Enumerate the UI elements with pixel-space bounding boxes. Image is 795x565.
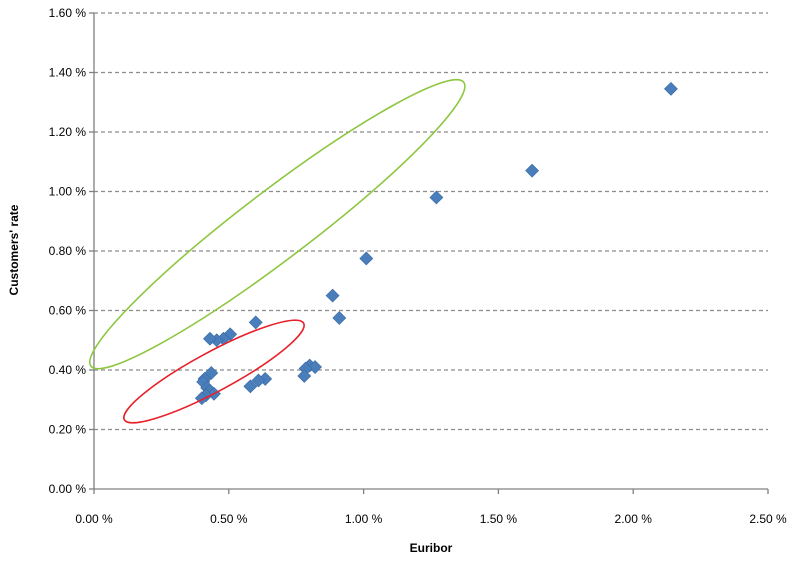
data-point-16 — [251, 373, 266, 388]
y-tick-label-4: 0.80 % — [49, 244, 87, 258]
green-annotation-ellipse — [88, 78, 466, 370]
x-tick-label-2: 1.00 % — [345, 512, 383, 526]
y-tick-label-8: 1.60 % — [49, 6, 87, 20]
data-point-3 — [359, 251, 374, 266]
y-tick-label-6: 1.20 % — [49, 125, 87, 139]
x-tick-label-0: 0.00 % — [75, 512, 113, 526]
data-point-17 — [243, 379, 258, 394]
red-annotation-ellipse — [123, 319, 305, 424]
data-point-1 — [525, 163, 540, 178]
data-point-5 — [332, 311, 347, 325]
tick-labels: 0.00 % 0.20 % 0.40 % 0.60 % 0.80 % 1.00 % 1.20… — [49, 6, 787, 526]
x-tick-label-3: 1.50 % — [480, 512, 518, 526]
data-points — [194, 81, 678, 406]
y-tick-label-3: 0.60 % — [49, 304, 87, 318]
y-tick-label-5: 1.00 % — [49, 185, 87, 199]
data-point-12 — [308, 360, 322, 374]
y-tick-label-0: 0.00 % — [49, 482, 87, 496]
x-tick-label-5: 2.50 % — [749, 512, 787, 526]
data-point-4 — [325, 288, 340, 303]
axes — [89, 12, 769, 494]
x-axis-title: Euribor — [410, 541, 453, 555]
y-tick-label-7: 1.40 % — [49, 66, 87, 80]
data-point-25 — [194, 391, 209, 406]
data-point-2 — [429, 190, 444, 205]
annotation-ellipses — [88, 78, 466, 424]
gridlines — [94, 12, 768, 431]
y-tick-label-2: 0.40 % — [49, 363, 87, 377]
data-point-0 — [664, 81, 678, 96]
y-axis-title: Customers' rate — [7, 204, 21, 295]
data-point-6 — [248, 315, 263, 330]
y-tick-label-1: 0.20 % — [49, 423, 87, 437]
data-point-14 — [297, 369, 312, 383]
x-tick-label-1: 0.50 % — [210, 512, 248, 526]
data-point-10 — [203, 331, 217, 346]
x-tick-label-4: 2.00 % — [615, 512, 653, 526]
